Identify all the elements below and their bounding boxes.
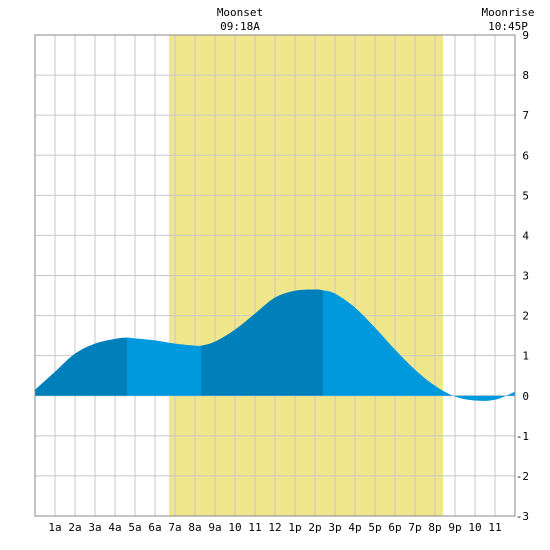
y-tick-label: 1: [522, 350, 529, 363]
tide-area-segment: [323, 290, 515, 401]
x-tick-label: 5p: [368, 521, 381, 534]
x-tick-label: 1p: [288, 521, 301, 534]
y-tick-label: 7: [522, 109, 529, 122]
x-tick-label: 9a: [208, 521, 221, 534]
x-tick-label: 2p: [308, 521, 321, 534]
y-tick-label: 6: [522, 149, 529, 162]
x-tick-label: 2a: [68, 521, 81, 534]
plot-frame: [34, 34, 516, 517]
y-tick-label: 3: [522, 270, 529, 283]
y-tick-label: 8: [522, 69, 529, 82]
tide-area-segment: [35, 337, 127, 396]
y-tick-label: 9: [522, 29, 529, 42]
x-tick-label: 4p: [348, 521, 361, 534]
moonrise-label: Moonrise: [482, 6, 535, 19]
x-tick-label: 7p: [408, 521, 421, 534]
y-tick-label: 2: [522, 310, 529, 323]
moonset-label: Moonset: [217, 6, 263, 19]
moonrise-time: 10:45P: [488, 20, 528, 33]
y-tick-label: -1: [516, 430, 529, 443]
x-tick-label: 10: [468, 521, 481, 534]
x-tick-label: 1a: [48, 521, 61, 534]
tide-area-segment: [127, 337, 201, 396]
x-tick-label: 10: [228, 521, 241, 534]
x-tick-label: 3p: [328, 521, 341, 534]
y-tick-label: 0: [522, 390, 529, 403]
x-tick-label: 8p: [428, 521, 441, 534]
tide-area-segment: [201, 289, 323, 396]
x-tick-label: 11: [488, 521, 501, 534]
moonset-time: 09:18A: [220, 20, 260, 33]
x-tick-label: 5a: [128, 521, 141, 534]
y-tick-label: 4: [522, 229, 529, 242]
x-tick-label: 3a: [88, 521, 101, 534]
x-tick-label: 11: [248, 521, 261, 534]
x-tick-label: 8a: [188, 521, 201, 534]
x-tick-label: 4a: [108, 521, 121, 534]
x-tick-label: 9p: [448, 521, 461, 534]
y-tick-label: -3: [516, 510, 529, 523]
y-tick-label: -2: [516, 470, 529, 483]
y-tick-label: 5: [522, 189, 529, 202]
x-tick-label: 7a: [168, 521, 181, 534]
x-tick-label: 6p: [388, 521, 401, 534]
x-tick-label: 12: [268, 521, 281, 534]
x-tick-label: 6a: [148, 521, 161, 534]
